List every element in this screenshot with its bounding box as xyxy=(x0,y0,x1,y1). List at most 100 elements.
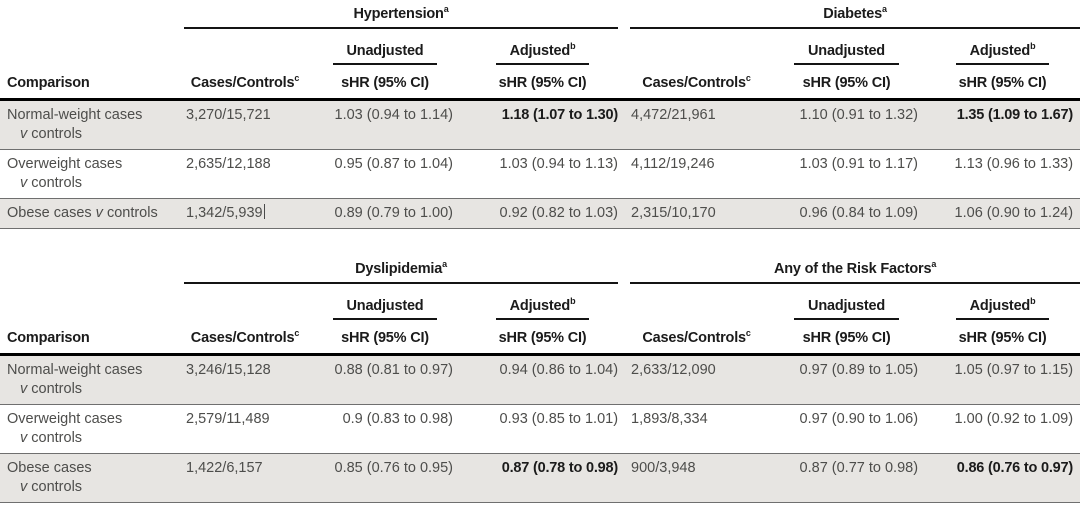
comparison-line-2: v controls xyxy=(20,479,83,495)
subheader-unadjusted: Unadjusted xyxy=(310,29,460,65)
shr-cell: 1.03 (0.94 to 1.13) xyxy=(499,156,619,172)
subheader-adjusted-label: Adjustedb xyxy=(955,292,1050,320)
group-header-label: Diabetesa xyxy=(630,2,1080,29)
spacer-cell xyxy=(625,284,768,320)
comparison-cell: Normal-weight cases v controls xyxy=(0,100,180,150)
adjustment-header-row: Unadjusted Adjustedb Unadjusted Adjustedb xyxy=(0,29,1080,65)
comparison-line-2: v controls xyxy=(20,175,83,191)
cases-controls-cell: 1,342/5,939 xyxy=(180,199,310,229)
shr-cell: 0.93 (0.85 to 1.01) xyxy=(499,411,619,427)
shr-cell: 0.87 (0.78 to 0.98) xyxy=(501,460,619,476)
cases-controls-cell: 4,472/21,961 xyxy=(631,107,716,123)
comparison-cell: Obese cases v controls xyxy=(0,454,180,503)
shr-cell: 1.18 (1.07 to 1.30) xyxy=(501,107,618,123)
shr-cell: 0.9 (0.83 to 0.98) xyxy=(342,411,453,427)
spacer-cell xyxy=(180,284,310,320)
subheader-adjusted: Adjustedb xyxy=(460,29,625,65)
shr-cell: 0.96 (0.84 to 1.09) xyxy=(799,205,919,221)
subheader-adjusted: Adjustedb xyxy=(925,284,1080,320)
subheader-unadjusted-label: Unadjusted xyxy=(332,37,438,65)
shr-cell: 1.35 (1.09 to 1.67) xyxy=(956,107,1074,123)
column-header-shr: sHR (95% CI) xyxy=(958,330,1047,346)
cases-controls-cell: 1,422/6,157 xyxy=(186,460,263,476)
column-header-cases-controls: Cases/Controlsc xyxy=(190,328,300,346)
cases-controls-cell: 4,112/19,246 xyxy=(631,156,715,172)
shr-cell: 1.10 (0.91 to 1.32) xyxy=(799,107,919,123)
group-header-diabetes: Diabetesa xyxy=(625,2,1080,29)
subheader-unadjusted-label: Unadjusted xyxy=(794,292,899,320)
table-row: Overweight cases v controls 2,635/12,188 0.… xyxy=(0,150,1080,199)
subheader-unadjusted: Unadjusted xyxy=(768,284,925,320)
subheader-adjusted-label: Adjustedb xyxy=(955,37,1050,65)
subheader-unadjusted-label: Unadjusted xyxy=(332,292,438,320)
shr-cell: 0.85 (0.76 to 0.95) xyxy=(334,460,454,476)
subheader-unadjusted-label: Unadjusted xyxy=(794,37,899,65)
subheader-unadjusted: Unadjusted xyxy=(310,284,460,320)
shr-cell: 0.88 (0.81 to 0.97) xyxy=(334,362,454,378)
comparison-cell: Obese cases v controls xyxy=(7,205,158,221)
column-header-row: Comparison Cases/Controlsc sHR (95% CI) sHR… xyxy=(0,65,1080,100)
subheader-adjusted: Adjustedb xyxy=(925,29,1080,65)
spacer-cell xyxy=(0,2,180,29)
subheader-unadjusted: Unadjusted xyxy=(768,29,925,65)
cases-controls-cell: 2,315/10,170 xyxy=(631,205,716,221)
shr-cell: 1.03 (0.91 to 1.17) xyxy=(799,156,919,172)
adjustment-header-row: Unadjusted Adjustedb Unadjusted Adjustedb xyxy=(0,284,1080,320)
column-header-shr: sHR (95% CI) xyxy=(498,330,587,346)
shr-cell: 0.89 (0.79 to 1.00) xyxy=(334,205,454,221)
tables-container: Hypertensiona Diabetesa Unadjusted Adjusted… xyxy=(0,2,1080,503)
table-row: Normal-weight cases v controls 3,246/15,12… xyxy=(0,354,1080,405)
subheader-adjusted-label: Adjustedb xyxy=(495,292,590,320)
table-row: Obese cases v controls 1,342/5,939 0.89 (0… xyxy=(0,198,1080,229)
comparison-line-2: v controls xyxy=(20,126,83,142)
comparison-cell: Overweight cases v controls xyxy=(0,150,180,199)
shr-cell: 1.06 (0.90 to 1.24) xyxy=(954,205,1074,221)
shr-cell: 0.87 (0.77 to 0.98) xyxy=(799,460,919,476)
column-header-shr: sHR (95% CI) xyxy=(341,75,429,91)
outcomes-table-2: Dyslipidemiaa Any of the Risk Factorsa Una… xyxy=(0,257,1080,503)
table-row: Overweight cases v controls 2,579/11,489 0.… xyxy=(0,405,1080,454)
spacer-cell xyxy=(0,29,180,65)
comparison-cell: Normal-weight cases v controls xyxy=(0,355,180,405)
column-header-comparison: Comparison xyxy=(7,75,90,91)
shr-cell: 1.13 (0.96 to 1.33) xyxy=(954,156,1074,172)
spacer-cell xyxy=(0,284,180,320)
cases-controls-cell: 3,246/15,128 xyxy=(186,362,271,378)
column-header-shr: sHR (95% CI) xyxy=(802,75,891,91)
shr-cell: 1.05 (0.97 to 1.15) xyxy=(954,362,1074,378)
subheader-adjusted: Adjustedb xyxy=(460,284,625,320)
comparison-cell: Overweight cases v controls xyxy=(0,405,180,454)
shr-cell: 1.00 (0.92 to 1.09) xyxy=(954,411,1074,427)
group-header-row: Hypertensiona Diabetesa xyxy=(0,2,1080,29)
group-header-any-of-the-risk-factors: Any of the Risk Factorsa xyxy=(625,257,1080,284)
cases-controls-cell: 2,633/12,090 xyxy=(631,362,716,378)
shr-cell: 0.86 (0.76 to 0.97) xyxy=(956,460,1074,476)
group-header-hypertension: Hypertensiona xyxy=(180,2,625,29)
group-header-label: Any of the Risk Factorsa xyxy=(630,257,1080,284)
shr-cell: 0.95 (0.87 to 1.04) xyxy=(334,156,454,172)
cases-controls-cell: 2,579/11,489 xyxy=(186,411,270,427)
outcomes-table-1: Hypertensiona Diabetesa Unadjusted Adjusted… xyxy=(0,2,1080,229)
shr-cell: 1.03 (0.94 to 1.14) xyxy=(334,107,454,123)
column-header-comparison: Comparison xyxy=(7,330,90,346)
column-header-shr: sHR (95% CI) xyxy=(498,75,587,91)
shr-cell: 0.92 (0.82 to 1.03) xyxy=(499,205,619,221)
cases-controls-cell: 2,635/12,188 xyxy=(186,156,271,172)
group-header-label: Hypertensiona xyxy=(184,2,618,29)
column-header-cases-controls: Cases/Controlsc xyxy=(190,73,300,91)
group-header-dyslipidemia: Dyslipidemiaa xyxy=(180,257,625,284)
column-header-shr: sHR (95% CI) xyxy=(341,330,429,346)
table-row: Obese cases v controls 1,422/6,157 0.85 (0.… xyxy=(0,453,1080,503)
spacer-cell xyxy=(625,29,768,65)
text-cursor xyxy=(263,204,266,219)
cases-controls-cell: 900/3,948 xyxy=(631,460,696,476)
comparison-line-2: v controls xyxy=(20,381,83,397)
column-header-shr: sHR (95% CI) xyxy=(802,330,891,346)
group-header-row: Dyslipidemiaa Any of the Risk Factorsa xyxy=(0,257,1080,284)
subheader-adjusted-label: Adjustedb xyxy=(495,37,590,65)
column-header-cases-controls: Cases/Controlsc xyxy=(642,328,751,346)
spacer-cell xyxy=(180,29,310,65)
column-header-shr: sHR (95% CI) xyxy=(958,75,1047,91)
cases-controls-cell: 1,893/8,334 xyxy=(631,411,708,427)
table-row: Normal-weight cases v controls 3,270/15,72… xyxy=(0,99,1080,150)
